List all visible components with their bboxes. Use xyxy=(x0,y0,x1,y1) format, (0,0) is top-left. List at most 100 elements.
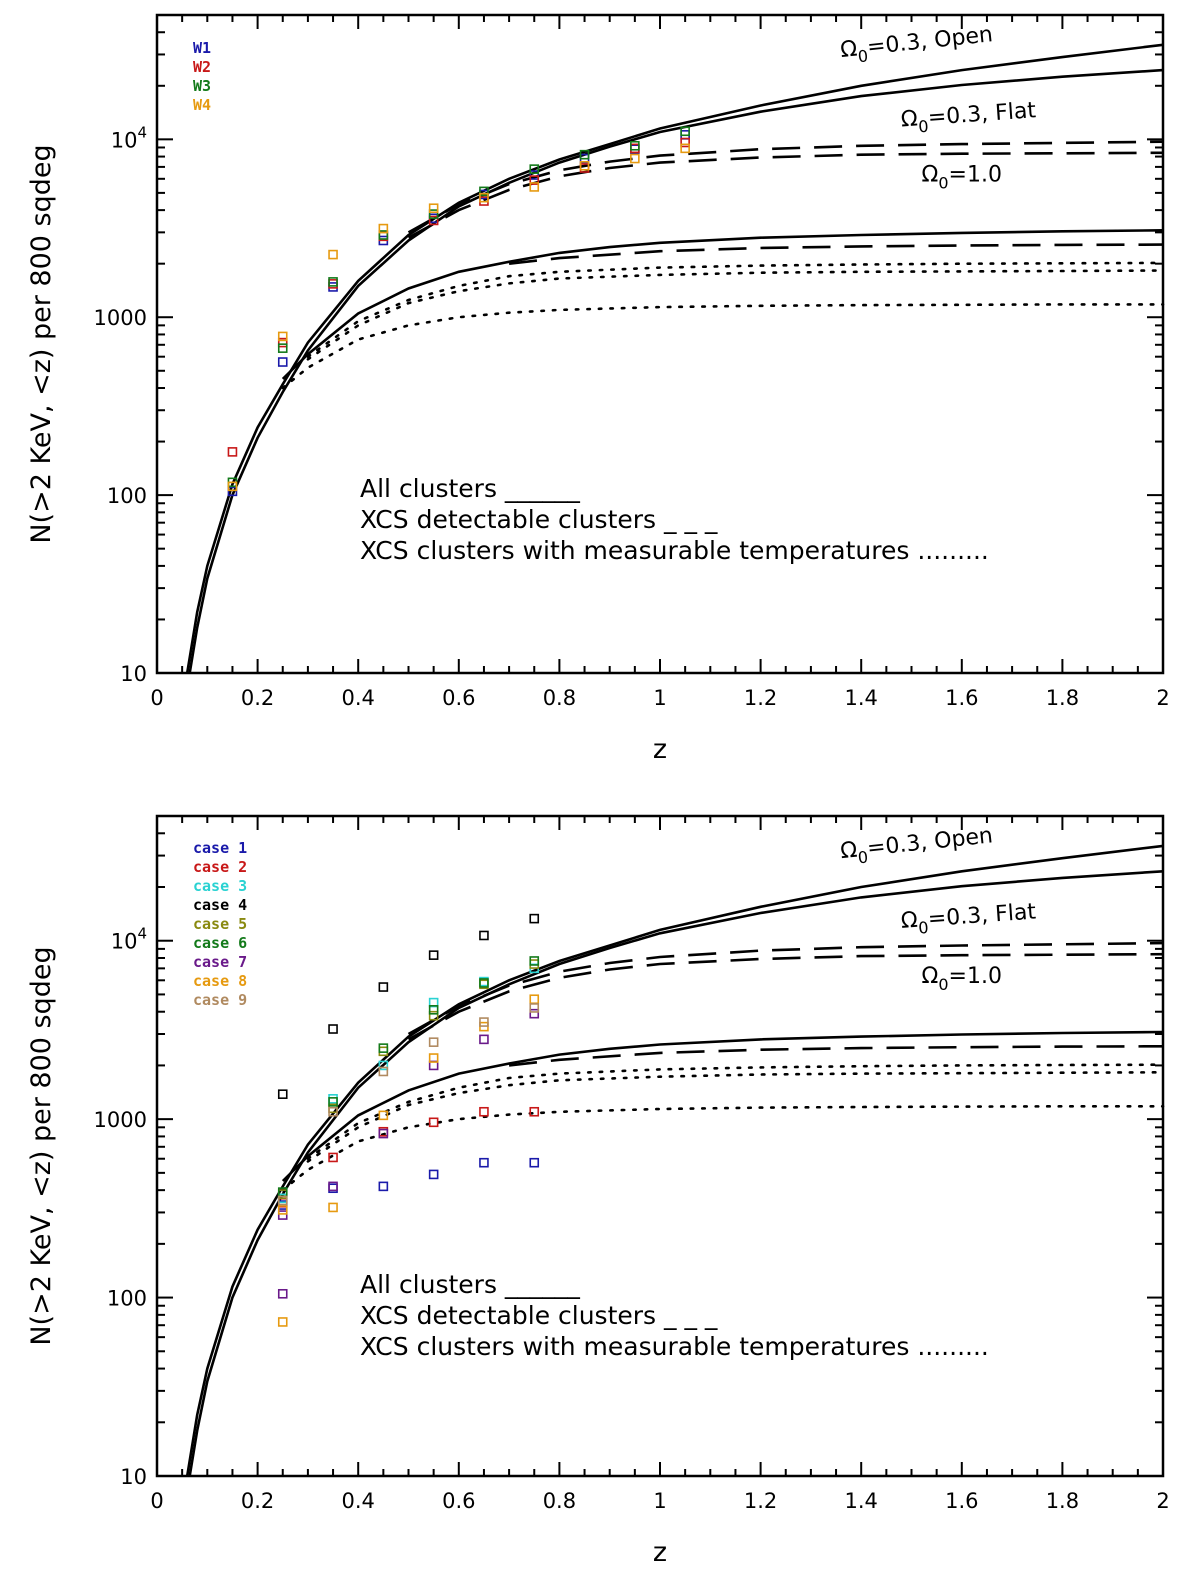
legend-item: case 1 xyxy=(193,839,247,857)
data-point xyxy=(328,1106,338,1117)
data-point xyxy=(529,1003,540,1013)
y-tick-label: 100 xyxy=(107,1287,147,1311)
data-point xyxy=(328,249,338,260)
data-point xyxy=(378,230,389,240)
data-point xyxy=(227,486,238,497)
data-point xyxy=(529,956,540,966)
data-point xyxy=(428,1169,439,1180)
data-point xyxy=(227,447,238,457)
data-point xyxy=(328,1181,338,1192)
data-point xyxy=(428,203,439,214)
legend-item: case 3 xyxy=(193,877,247,895)
legend-item: case 9 xyxy=(193,991,247,1009)
data-point xyxy=(378,982,389,992)
model-curve-dashed xyxy=(407,140,1164,234)
data-point xyxy=(529,1008,540,1019)
model-curve-dotted xyxy=(306,1063,1165,1161)
y-tick-label: 104 xyxy=(111,123,147,152)
data-point xyxy=(479,186,489,197)
data-point xyxy=(277,1195,288,1206)
model-curve-solid xyxy=(281,1030,1164,1182)
curve-label: Ω0=0.3, Open xyxy=(839,22,994,68)
data-point xyxy=(479,1017,489,1027)
legend-item: case 7 xyxy=(193,953,247,971)
data-point xyxy=(579,160,590,171)
model-curve-dotted xyxy=(306,261,1165,359)
data-point xyxy=(378,1181,389,1192)
data-point xyxy=(529,164,540,174)
model-curve-dashed xyxy=(407,941,1164,1036)
line-style-key: XCS clusters with measurable temperature… xyxy=(360,536,989,565)
model-curve-dashed xyxy=(508,1045,1164,1067)
x-tick-label: 0.6 xyxy=(442,1489,475,1513)
data-point xyxy=(479,1157,489,1168)
data-point xyxy=(328,1024,338,1034)
legend-item: W2 xyxy=(193,58,211,76)
line-style-key: All clusters ______ xyxy=(360,474,580,503)
data-point xyxy=(378,1110,389,1121)
data-point xyxy=(529,1106,540,1117)
legend-item: W3 xyxy=(193,77,211,95)
model-curve-dotted xyxy=(281,1104,1165,1192)
curve-label: Ω0=0.3, Flat xyxy=(900,899,1037,938)
model-curve-dotted xyxy=(281,303,1165,390)
x-tick-label: 1.2 xyxy=(744,1489,777,1513)
data-point xyxy=(378,1043,389,1053)
model-curve-dotted xyxy=(306,1070,1165,1163)
data-point xyxy=(680,126,690,137)
data-point xyxy=(479,1106,489,1117)
legend-item: case 2 xyxy=(193,858,247,876)
x-tick-label: 1.8 xyxy=(1046,1489,1079,1513)
curve-label: Ω0=0.3, Open xyxy=(839,823,994,869)
legend-item: case 8 xyxy=(193,972,247,990)
data-point xyxy=(479,978,489,988)
legend-item: case 4 xyxy=(193,896,247,914)
legend-item: W1 xyxy=(193,39,211,57)
model-curve-dashed xyxy=(407,151,1164,239)
x-tick-label: 1.8 xyxy=(1046,686,1079,710)
x-tick-label: 1.6 xyxy=(945,1489,978,1513)
line-style-key: XCS detectable clusters _ _ _ xyxy=(360,505,718,534)
data-point xyxy=(277,357,288,367)
data-point xyxy=(680,137,690,148)
curve-label: Ω0=0.3, Flat xyxy=(900,98,1037,137)
line-style-key: XCS detectable clusters _ _ _ xyxy=(360,1301,718,1330)
data-point xyxy=(328,282,338,292)
line-style-key: XCS clusters with measurable temperature… xyxy=(360,1332,989,1361)
x-axis-label: z xyxy=(653,1537,667,1568)
data-point xyxy=(227,481,238,492)
data-point xyxy=(378,223,389,234)
legend-item: case 6 xyxy=(193,934,247,952)
data-point xyxy=(328,1152,338,1163)
y-tick-label: 1000 xyxy=(94,1108,147,1132)
data-point xyxy=(479,192,489,203)
y-axis-label: N(>2 KeV, <z) per 800 sqdeg xyxy=(26,144,57,543)
data-point xyxy=(428,209,439,219)
data-point xyxy=(529,175,540,185)
data-point xyxy=(529,182,540,192)
data-point xyxy=(428,1053,439,1063)
legend-item: W4 xyxy=(193,96,211,114)
data-point xyxy=(529,170,540,180)
x-tick-label: 1 xyxy=(653,1489,666,1513)
x-tick-label: 0.2 xyxy=(241,686,274,710)
data-point xyxy=(277,1205,288,1215)
y-tick-label: 10 xyxy=(120,662,147,686)
x-tick-label: 1.4 xyxy=(844,686,877,710)
data-point xyxy=(529,1157,540,1168)
data-point xyxy=(529,994,540,1005)
data-point xyxy=(328,1094,338,1104)
model-curve-dashed xyxy=(508,243,1164,265)
legend-item: case 5 xyxy=(193,915,247,933)
y-tick-label: 104 xyxy=(111,925,147,954)
data-point xyxy=(428,215,439,226)
curve-label: Ω0=1.0 xyxy=(922,162,1002,192)
x-tick-label: 0.4 xyxy=(341,1489,374,1513)
line-style-key: All clusters ______ xyxy=(360,1270,580,1299)
x-tick-label: 0.8 xyxy=(543,1489,576,1513)
model-curve-dashed xyxy=(407,952,1164,1041)
data-point xyxy=(680,143,690,154)
x-tick-label: 1.6 xyxy=(945,686,978,710)
data-point xyxy=(428,950,439,960)
